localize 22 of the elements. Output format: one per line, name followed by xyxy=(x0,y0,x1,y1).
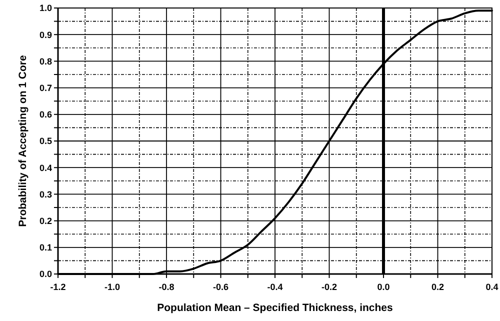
x-tick-label: -0.8 xyxy=(158,282,174,292)
y-tick-label: 0.5 xyxy=(39,136,52,146)
x-tick-label: -0.4 xyxy=(267,282,283,292)
y-tick-label: 0.0 xyxy=(39,269,52,280)
y-tick-label: 0.3 xyxy=(39,189,52,200)
x-tick-label: 0.2 xyxy=(431,282,444,292)
x-tick-label: -1.0 xyxy=(104,282,120,292)
x-tick-label: -0.2 xyxy=(321,282,338,292)
y-tick-label: 0.9 xyxy=(39,30,52,40)
x-tick-label: 0.4 xyxy=(486,282,498,292)
y-tick-label: 1.0 xyxy=(39,3,52,14)
y-tick-label: 0.8 xyxy=(39,56,52,66)
y-tick-label: 0.2 xyxy=(39,216,52,226)
x-tick-label: -1.2 xyxy=(50,282,66,292)
y-tick-label: 0.7 xyxy=(39,82,52,93)
x-tick-label: -0.6 xyxy=(212,282,229,292)
y-axis-title: Probability of Accepting on 1 Core xyxy=(17,54,29,227)
y-tick-label: 0.4 xyxy=(39,162,52,173)
x-tick-label: 0.0 xyxy=(377,282,390,292)
y-tick-label: 0.1 xyxy=(39,242,52,253)
x-axis-title: Population Mean – Specified Thickness, inches xyxy=(157,302,394,314)
y-tick-label: 0.6 xyxy=(39,110,52,120)
